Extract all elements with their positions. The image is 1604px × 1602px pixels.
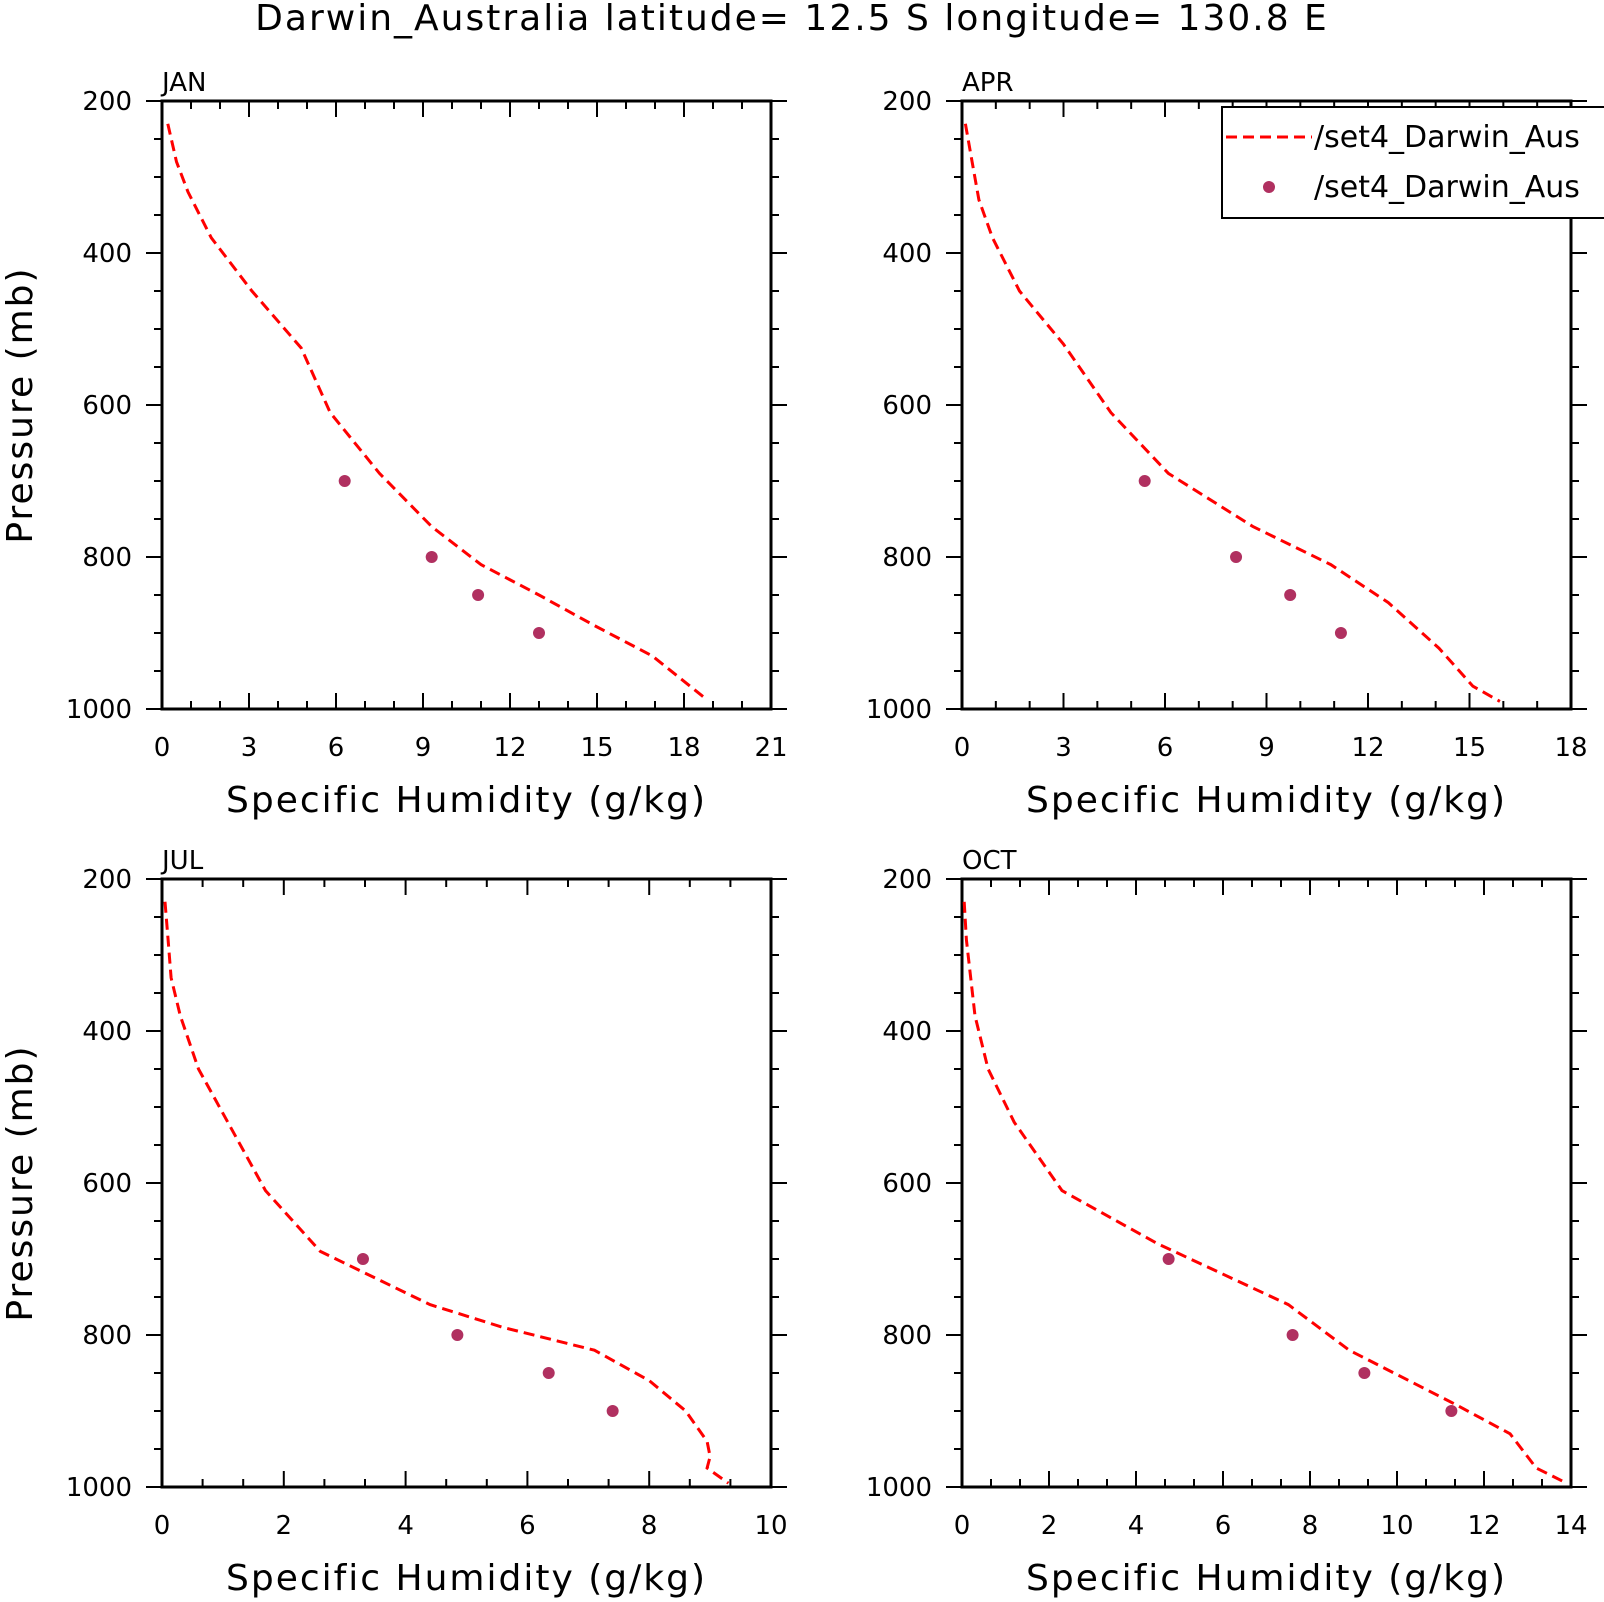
- x-tick-label: 3: [1055, 733, 1072, 763]
- panel-jan: JAN 0 3 6 9 12 15 18 21 200 400 600 800 1000 Specific …: [0, 68, 788, 821]
- plot-frame: [160, 877, 773, 1489]
- y-axis-label: Pressure (mb): [0, 1044, 41, 1321]
- panel-oct: OCT 0 2 4 6 8 10 12 14 200 400 600 800 1000 Specific H…: [866, 846, 1588, 1599]
- y-tick-label: 800: [882, 1321, 932, 1351]
- y-tick-label: 200: [82, 865, 132, 895]
- obs-point: [1284, 589, 1297, 601]
- obs-point: [1358, 1367, 1371, 1379]
- panel-label: APR: [962, 68, 1014, 98]
- x-tick-label: 6: [519, 1511, 536, 1541]
- legend-marker-swatch: [1263, 181, 1275, 193]
- panel-jul: JUL 0 2 4 6 8 10 200 400 600 800 1000 Specific Humid…: [0, 846, 788, 1599]
- obs-point: [542, 1367, 555, 1379]
- y-tick-label: 800: [82, 543, 132, 573]
- x-axis-label: Specific Humidity (g/kg): [226, 780, 707, 821]
- x-tick-label: 8: [641, 1511, 658, 1541]
- x-tick-label: 15: [1453, 733, 1486, 763]
- y-tick-label: 800: [82, 1321, 132, 1351]
- model-series-line: [166, 123, 706, 699]
- x-tick-label: 12: [1467, 1511, 1500, 1541]
- y-tick-label: 600: [82, 1169, 132, 1199]
- y-tick-label: 400: [882, 239, 932, 269]
- obs-point: [338, 475, 351, 487]
- legend: /set4_Darwin_Aus/set4_Darwin_Aus: [1221, 106, 1604, 219]
- obs-point: [533, 627, 545, 639]
- y-tick-label: 1000: [866, 1473, 932, 1503]
- y-tick-label: 1000: [66, 695, 132, 725]
- x-tick-label: 15: [580, 733, 613, 763]
- y-tick-label: 800: [882, 543, 932, 573]
- y-tick-label: 200: [882, 865, 932, 895]
- x-tick-label: 6: [1157, 733, 1174, 763]
- x-axis-label: Specific Humidity (g/kg): [226, 1558, 707, 1599]
- obs-point: [451, 1329, 464, 1341]
- x-tick-label: 18: [1554, 733, 1587, 763]
- x-tick-label: 0: [154, 733, 171, 763]
- y-tick-label: 1000: [66, 1473, 132, 1503]
- obs-point: [356, 1253, 369, 1265]
- x-tick-label: 21: [754, 733, 787, 763]
- obs-point: [606, 1405, 619, 1417]
- x-tick-label: 0: [954, 733, 971, 763]
- panel-label: JUL: [160, 846, 204, 876]
- x-tick-label: 6: [1215, 1511, 1232, 1541]
- x-tick-label: 12: [1351, 733, 1384, 763]
- obs-point: [1334, 627, 1347, 639]
- y-tick-label: 600: [882, 1169, 932, 1199]
- y-tick-label: 400: [882, 1017, 932, 1047]
- x-tick-label: 9: [1258, 733, 1275, 763]
- y-tick-label: 400: [82, 239, 132, 269]
- x-tick-label: 18: [667, 733, 700, 763]
- plot-frame: [160, 99, 773, 711]
- y-tick-label: 200: [882, 87, 932, 117]
- y-tick-label: 600: [82, 391, 132, 421]
- y-tick-label: 200: [82, 87, 132, 117]
- y-tick-label: 600: [882, 391, 932, 421]
- x-tick-label: 14: [1554, 1511, 1587, 1541]
- y-tick-label: 400: [82, 1017, 132, 1047]
- obs-point: [425, 551, 438, 563]
- panel-label: OCT: [962, 846, 1017, 876]
- x-tick-label: 10: [754, 1511, 787, 1541]
- obs-point: [1286, 1329, 1299, 1341]
- obs-point: [1230, 551, 1243, 563]
- model-series-line: [163, 901, 730, 1485]
- model-series-line: [962, 901, 1568, 1485]
- x-tick-label: 8: [1302, 1511, 1319, 1541]
- x-tick-label: 3: [241, 733, 258, 763]
- x-tick-label: 0: [954, 1511, 971, 1541]
- obs-point: [472, 589, 485, 601]
- x-tick-label: 4: [397, 1511, 414, 1541]
- x-tick-label: 2: [1041, 1511, 1058, 1541]
- x-tick-label: 2: [276, 1511, 293, 1541]
- obs-point: [1138, 475, 1151, 487]
- figure-title: Darwin_Australia latitude= 12.5 S longit…: [255, 0, 1329, 39]
- x-axis-label: Specific Humidity (g/kg): [1026, 780, 1507, 821]
- y-axis-label: Pressure (mb): [0, 266, 41, 543]
- obs-point: [1162, 1253, 1175, 1265]
- x-tick-label: 12: [493, 733, 526, 763]
- legend-entry-label: /set4_Darwin_Aus: [1314, 170, 1580, 205]
- x-tick-label: 0: [154, 1511, 171, 1541]
- panel-apr: APR 0 3 6 9 12 15 18 200 400 600 800 1000 Specific Hu…: [866, 68, 1588, 821]
- obs-point: [1445, 1405, 1458, 1417]
- x-tick-label: 6: [328, 733, 345, 763]
- x-axis-label: Specific Humidity (g/kg): [1026, 1558, 1507, 1599]
- legend-box: [1221, 106, 1604, 219]
- plot-frame: [960, 877, 1573, 1489]
- panel-label: JAN: [160, 68, 206, 98]
- legend-entry-label: /set4_Darwin_Aus: [1314, 120, 1580, 155]
- x-tick-label: 10: [1380, 1511, 1413, 1541]
- x-tick-label: 9: [415, 733, 432, 763]
- x-tick-label: 4: [1128, 1511, 1145, 1541]
- y-tick-label: 1000: [866, 695, 932, 725]
